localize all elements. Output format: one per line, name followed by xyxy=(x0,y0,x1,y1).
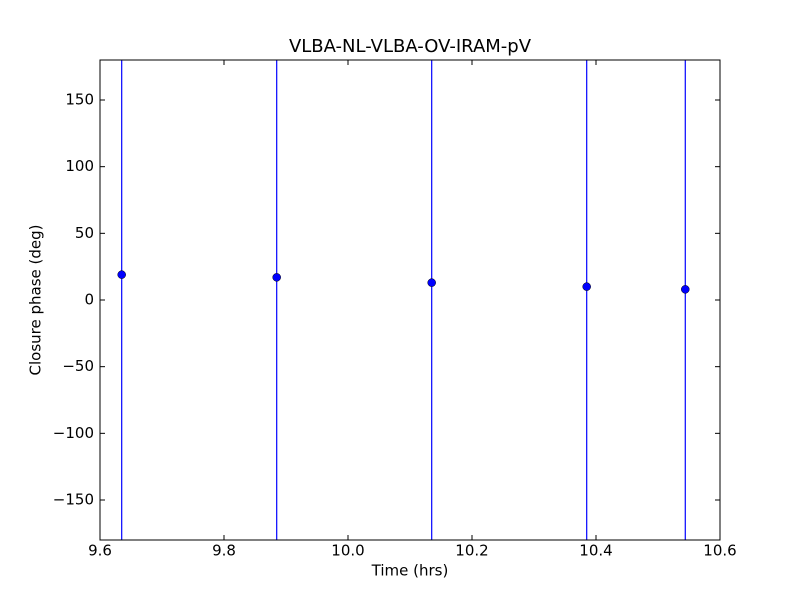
point xyxy=(427,278,436,287)
y-tick-label: 50 xyxy=(75,224,94,242)
x-tick-label: 10.6 xyxy=(703,542,736,560)
y-tick-label: −150 xyxy=(53,491,94,509)
point xyxy=(272,273,281,282)
x-tick-label: 9.6 xyxy=(88,542,112,560)
x-axis-label: Time (hrs) xyxy=(371,562,449,580)
x-tick-label: 9.8 xyxy=(212,542,236,560)
point xyxy=(117,270,126,279)
chart-title: VLBA-NL-VLBA-OV-IRAM-pV xyxy=(289,36,532,57)
y-tick-label: −100 xyxy=(53,424,94,442)
y-tick-label: −50 xyxy=(62,357,94,375)
y-tick-label: 0 xyxy=(84,291,94,309)
x-tick-label: 10.0 xyxy=(331,542,364,560)
point xyxy=(681,285,690,294)
y-axis-label: Closure phase (deg) xyxy=(27,225,45,376)
y-tick-label: 100 xyxy=(65,157,94,175)
y-tick-label: 150 xyxy=(65,91,94,109)
plot-area xyxy=(117,60,690,540)
x-tick-label: 10.2 xyxy=(455,542,488,560)
x-tick-label: 10.4 xyxy=(579,542,612,560)
point xyxy=(582,282,591,291)
